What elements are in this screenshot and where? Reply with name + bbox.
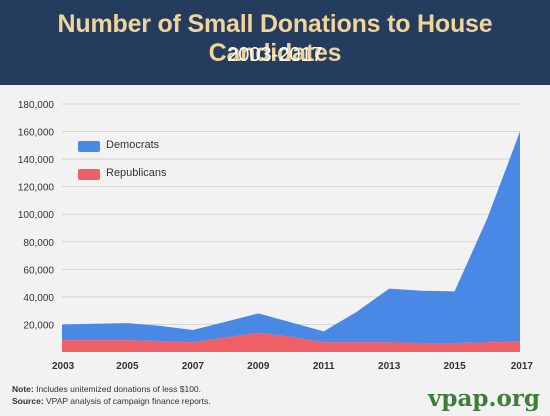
series-area-democrats (62, 131, 520, 344)
source-text: VPAP analysis of campaign finance report… (43, 396, 211, 406)
note-label: Note: (12, 384, 34, 394)
y-tick-label: 60,000 (23, 265, 54, 276)
chart-area: 20,000 40,000 60,000 80,000 100,000 120,000 14… (0, 85, 550, 416)
x-tick-label: 2009 (247, 361, 270, 372)
chart-note: Note: Includes unitemized donations of l… (12, 384, 201, 394)
legend-swatch-republicans (78, 169, 100, 180)
x-tick-label: 2005 (116, 361, 139, 372)
y-tick-label: 20,000 (23, 320, 54, 331)
legend-swatch-democrats (78, 141, 100, 152)
chart-title: Number of Small Donations to House Candi… (57, 10, 493, 67)
header: Number of Small Donations to House Candi… (0, 0, 550, 85)
x-tick-label: 2013 (378, 361, 401, 372)
y-tick-label: 120,000 (18, 183, 55, 194)
area-chart: 20,000 40,000 60,000 80,000 100,000 120,000 14… (18, 100, 534, 372)
series-area-republicans (62, 332, 520, 352)
x-tick-label: 2015 (443, 361, 466, 372)
legend-label-republicans: Republicans (106, 167, 167, 179)
note-text: Includes unitemized donations of less $1… (33, 384, 202, 394)
y-tick-label: 100,000 (18, 210, 55, 221)
y-tick-label: 160,000 (18, 128, 55, 139)
x-tick-label: 2003 (52, 361, 75, 372)
legend-label-democrats: Democrats (106, 139, 160, 151)
chart-subtitle: 2003-2017 (227, 44, 323, 66)
x-tick-label: 2007 (182, 361, 205, 372)
y-tick-label: 180,000 (18, 100, 55, 111)
y-tick-label: 40,000 (23, 293, 54, 304)
chart-source: Source: VPAP analysis of campaign financ… (12, 396, 211, 406)
x-tick-label: 2017 (511, 361, 534, 372)
y-tick-label: 80,000 (23, 238, 54, 249)
y-tick-label: 140,000 (18, 155, 55, 166)
x-tick-label: 2011 (313, 361, 335, 372)
brand-logo: vpap.org (428, 385, 540, 412)
source-label: Source: (12, 396, 44, 406)
